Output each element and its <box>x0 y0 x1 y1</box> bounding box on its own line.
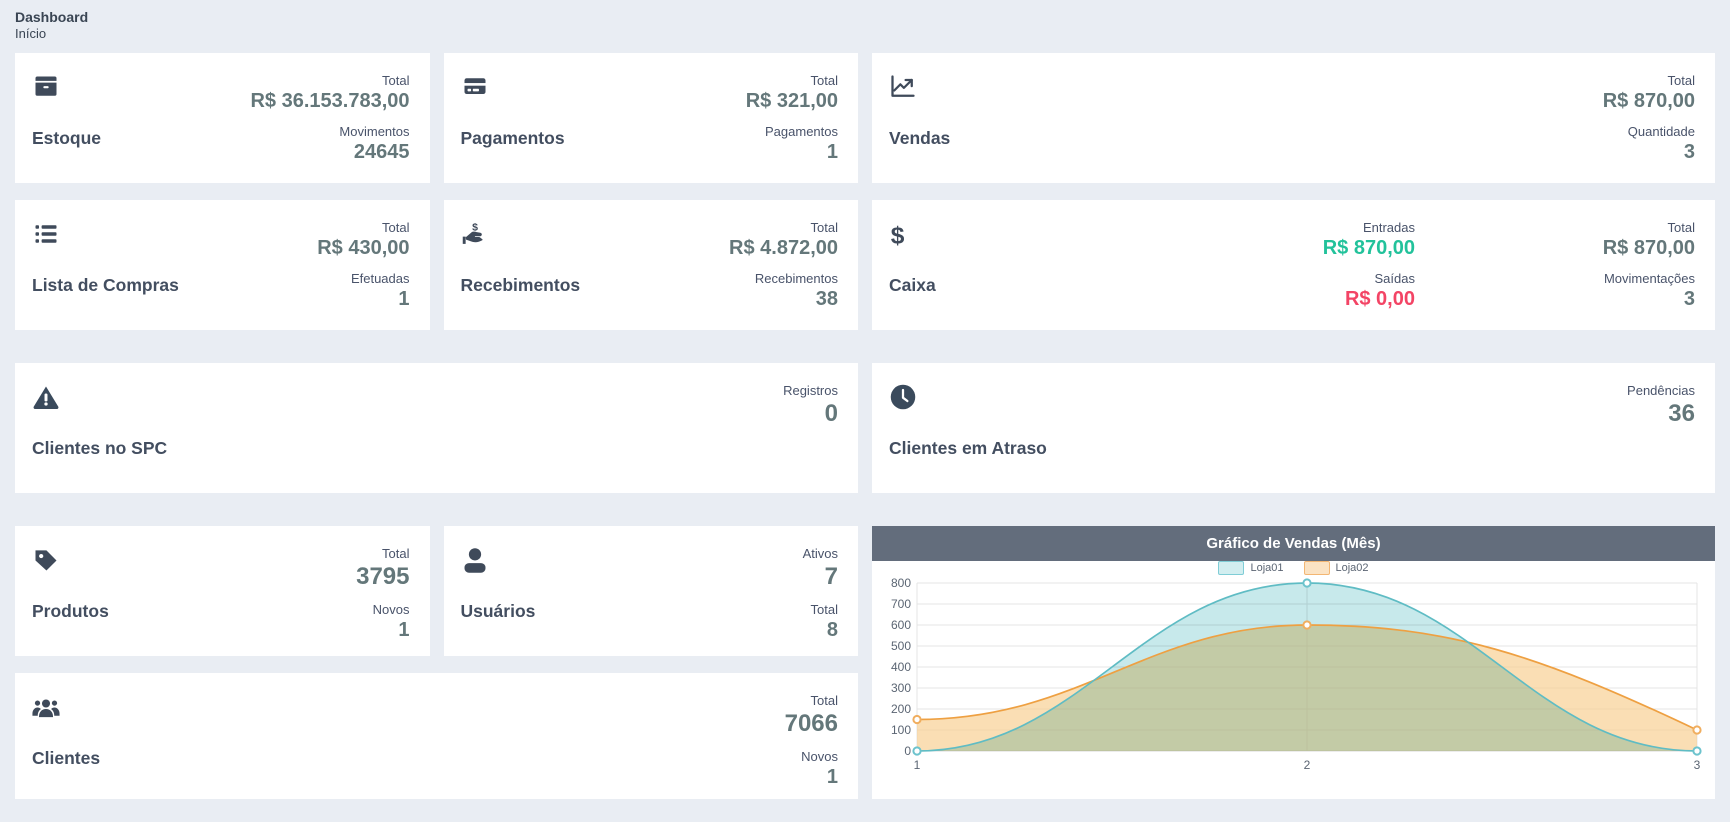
svg-text:2: 2 <box>1304 758 1311 772</box>
svg-text:$: $ <box>891 223 905 248</box>
svg-text:0: 0 <box>904 744 911 758</box>
svg-text:300: 300 <box>891 681 911 695</box>
svg-text:3: 3 <box>1694 758 1701 772</box>
svg-text:1: 1 <box>914 758 921 772</box>
svg-text:200: 200 <box>891 702 911 716</box>
svg-text:700: 700 <box>891 597 911 611</box>
svg-text:100: 100 <box>891 723 911 737</box>
svg-text:400: 400 <box>891 660 911 674</box>
svg-text:800: 800 <box>891 576 911 590</box>
svg-text:500: 500 <box>891 639 911 653</box>
svg-text:$: $ <box>472 222 478 234</box>
svg-text:600: 600 <box>891 618 911 632</box>
